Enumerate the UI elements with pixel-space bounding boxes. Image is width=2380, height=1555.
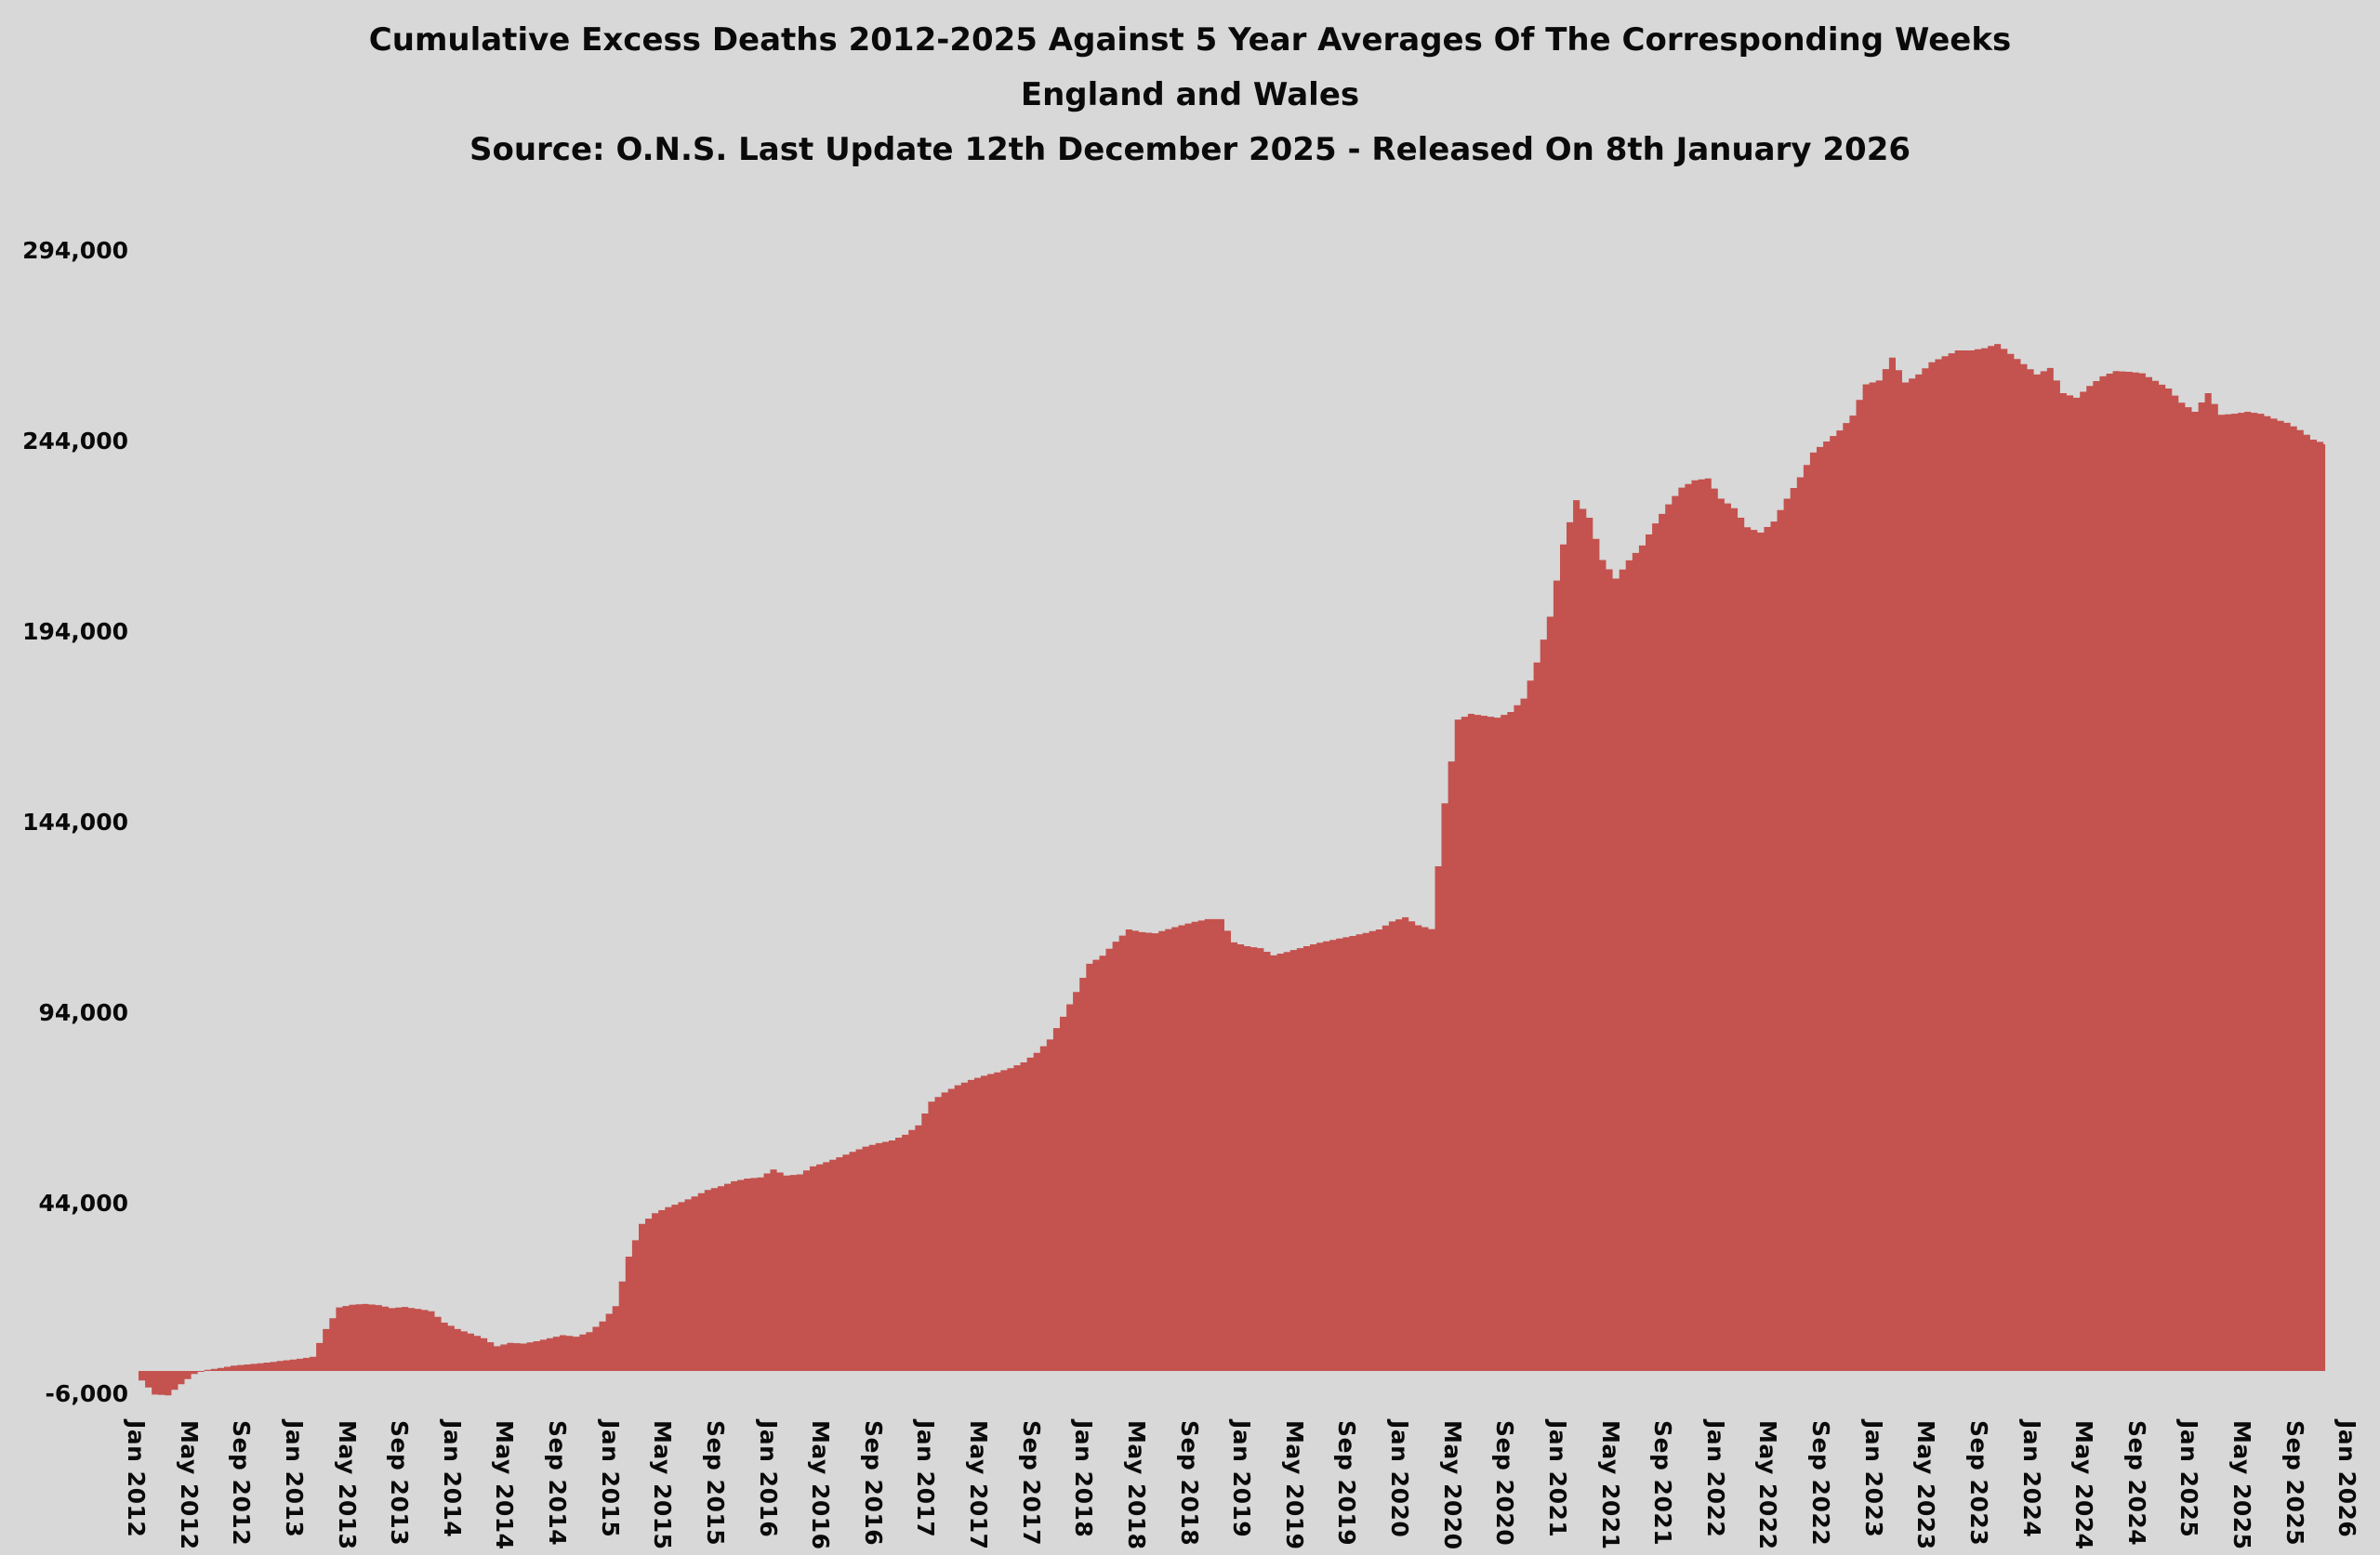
x-axis-label: May 2025 <box>2228 1420 2255 1550</box>
x-axis-label: Jan 2013 <box>281 1420 308 1538</box>
x-axis-label: May 2018 <box>1123 1420 1150 1550</box>
x-axis-label: Jan 2021 <box>1544 1420 1571 1538</box>
x-axis-label: Sep 2022 <box>1807 1420 1834 1547</box>
x-axis-label: Sep 2023 <box>1965 1420 1992 1547</box>
y-axis-label: 94,000 <box>38 999 128 1026</box>
chart-title-line1: Cumulative Excess Deaths 2012-2025 Again… <box>368 21 2012 59</box>
x-axis-label: Sep 2025 <box>2281 1420 2308 1547</box>
y-axis-label: 194,000 <box>22 618 128 645</box>
y-axis-label: -6,000 <box>45 1380 128 1407</box>
x-axis-label: May 2013 <box>334 1420 361 1550</box>
x-axis-label: Jan 2025 <box>2175 1420 2202 1538</box>
x-axis-label: Jan 2022 <box>1702 1420 1729 1538</box>
x-axis-label: Jan 2019 <box>1228 1420 1255 1538</box>
x-axis-label: Sep 2012 <box>228 1420 255 1547</box>
x-axis-label: Sep 2021 <box>1649 1420 1676 1547</box>
x-axis-label: May 2017 <box>965 1420 992 1550</box>
x-axis-label: Jan 2018 <box>1070 1420 1097 1538</box>
x-axis-label: Sep 2020 <box>1491 1420 1518 1547</box>
x-axis-label: May 2022 <box>1754 1420 1781 1550</box>
x-axis-label: Sep 2024 <box>2123 1420 2150 1547</box>
x-axis-label: May 2016 <box>807 1420 834 1550</box>
x-axis-label: May 2012 <box>176 1420 203 1550</box>
x-axis-label: Jan 2026 <box>2334 1420 2360 1538</box>
x-axis-label: Sep 2014 <box>544 1420 571 1547</box>
x-axis-label: Jan 2012 <box>123 1420 150 1538</box>
x-axis-label: Sep 2015 <box>702 1420 729 1547</box>
x-axis-label: May 2015 <box>649 1420 676 1550</box>
x-axis-label: May 2023 <box>1912 1420 1939 1550</box>
x-axis-label: Sep 2016 <box>860 1420 887 1547</box>
y-axis-label: 294,000 <box>22 237 128 264</box>
x-axis-label: Sep 2017 <box>1018 1420 1045 1547</box>
chart-title-line3: Source: O.N.S. Last Update 12th December… <box>469 131 1911 168</box>
x-axis-label: Jan 2015 <box>597 1420 624 1538</box>
x-axis-label: Jan 2023 <box>1860 1420 1887 1538</box>
x-axis-label: Jan 2024 <box>2018 1420 2045 1538</box>
x-axis-label: Sep 2019 <box>1333 1420 1360 1547</box>
x-axis-label: May 2014 <box>491 1420 518 1550</box>
x-axis-label: May 2020 <box>1439 1420 1466 1550</box>
x-axis-label: Sep 2018 <box>1176 1420 1203 1547</box>
chart-title-line2: England and Wales <box>1020 76 1360 113</box>
x-axis-label: Jan 2020 <box>1386 1420 1413 1538</box>
x-axis-label: May 2021 <box>1597 1420 1624 1550</box>
x-axis-label: Jan 2014 <box>439 1420 466 1538</box>
y-axis-label: 44,000 <box>38 1190 128 1217</box>
x-axis-label: Jan 2016 <box>755 1420 782 1538</box>
x-axis-label: May 2024 <box>2070 1420 2097 1550</box>
x-axis-label: Jan 2017 <box>912 1420 939 1538</box>
area-series-fill <box>139 344 2326 1396</box>
y-axis-label: 244,000 <box>22 428 128 455</box>
y-axis-label: 144,000 <box>22 809 128 836</box>
x-axis-label: May 2019 <box>1281 1420 1308 1550</box>
x-axis-label: Sep 2013 <box>386 1420 413 1547</box>
chart-title-block: Cumulative Excess Deaths 2012-2025 Again… <box>0 13 2380 178</box>
